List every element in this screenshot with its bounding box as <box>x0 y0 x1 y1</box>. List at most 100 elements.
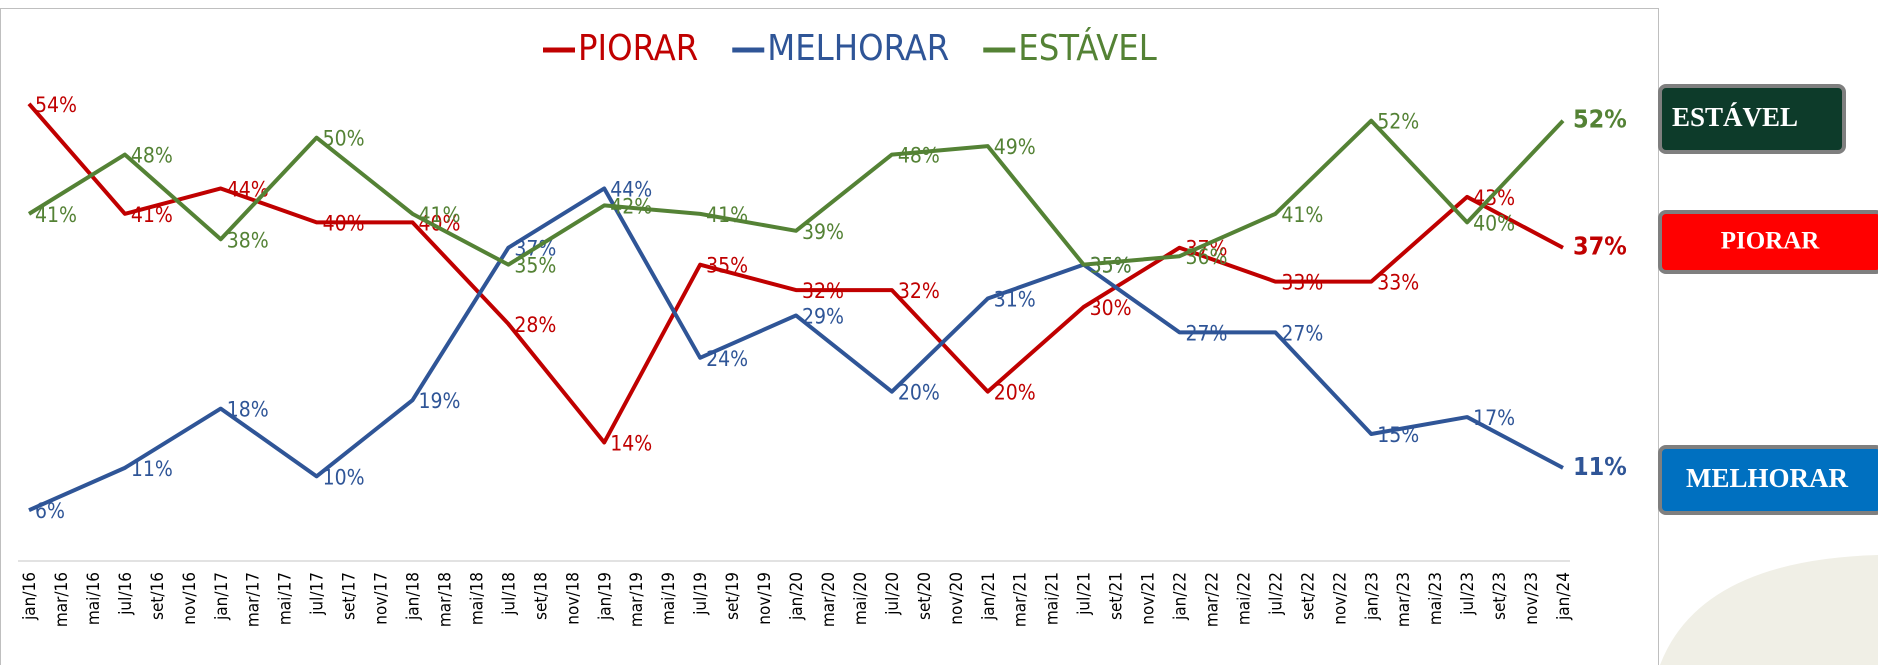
x-tick-label: nov/19 <box>755 572 775 625</box>
x-tick-label: nov/23 <box>1522 572 1542 625</box>
x-tick-label: mar/16 <box>52 572 72 627</box>
data-label: 40% <box>1473 211 1515 235</box>
data-label: 29% <box>802 304 844 328</box>
x-tick-label: set/22 <box>1298 572 1318 620</box>
x-tick-label: mar/18 <box>435 572 455 627</box>
end-label: 37% <box>1573 232 1627 261</box>
data-label: 41% <box>131 203 173 227</box>
series-line <box>28 186 1564 513</box>
data-label: 6% <box>35 499 65 523</box>
data-label: 41% <box>419 203 461 227</box>
data-label: 32% <box>898 279 940 303</box>
x-tick-label: jul/22 <box>1266 572 1286 616</box>
data-label: 14% <box>610 431 652 455</box>
x-tick-label: mai/19 <box>659 572 679 625</box>
box-label: MELHORAR <box>1686 463 1849 493</box>
x-tick-label: jul/19 <box>691 572 711 616</box>
x-tick-label: jan/23 <box>1362 572 1382 621</box>
x-tick-label: mar/20 <box>819 572 839 627</box>
x-tick-label: mai/22 <box>1234 572 1254 625</box>
x-tick-label: set/18 <box>531 572 551 620</box>
x-tick-label: jan/19 <box>595 572 615 621</box>
x-tick-label: mar/17 <box>244 572 264 627</box>
data-label: 24% <box>706 347 748 371</box>
data-label: 27% <box>1281 321 1323 345</box>
data-label: 52% <box>1377 110 1419 134</box>
side-box: MELHORAR <box>1658 445 1878 515</box>
x-tick-label: jan/20 <box>787 572 807 621</box>
data-label: 35% <box>706 254 748 278</box>
end-label: 52% <box>1573 105 1627 134</box>
x-tick-label: set/23 <box>1490 572 1510 620</box>
legend-label: ESTÁVEL <box>1018 27 1157 69</box>
side-box: ESTÁVEL <box>1658 84 1846 154</box>
box <box>1658 445 1878 515</box>
data-label: 20% <box>898 381 940 405</box>
data-label: 27% <box>1186 321 1228 345</box>
data-label: 35% <box>1090 254 1132 278</box>
series-line <box>27 118 1565 267</box>
x-tick-label: jul/17 <box>308 572 328 616</box>
data-label: 41% <box>1281 203 1323 227</box>
data-label: 41% <box>35 203 77 227</box>
end-label: 11% <box>1573 452 1627 481</box>
x-tick-label: jan/24 <box>1554 572 1574 621</box>
data-label: 19% <box>419 389 461 413</box>
x-tick-label: jul/18 <box>499 572 519 616</box>
data-label: 49% <box>994 135 1036 159</box>
data-label: 48% <box>131 144 173 168</box>
data-label: 48% <box>898 144 940 168</box>
data-label: 50% <box>323 127 365 151</box>
x-tick-label: mar/23 <box>1394 572 1414 627</box>
data-label: 11% <box>131 457 173 481</box>
x-tick-label: nov/18 <box>563 572 583 625</box>
decoration <box>1660 555 1878 665</box>
data-label: 42% <box>610 194 652 218</box>
x-tick-label: mar/19 <box>627 572 647 627</box>
box-label: ESTÁVEL <box>1672 102 1798 132</box>
data-label: 20% <box>994 381 1036 405</box>
box <box>1658 210 1878 274</box>
legend-label: PIORAR <box>578 28 698 69</box>
x-tick-label: set/16 <box>148 572 168 620</box>
x-tick-label: set/17 <box>340 572 360 620</box>
legend-label: MELHORAR <box>767 28 949 69</box>
plot-panel <box>0 8 1659 669</box>
data-label: 35% <box>514 254 556 278</box>
x-tick-label: jan/18 <box>404 572 424 621</box>
data-label: 33% <box>1377 271 1419 295</box>
x-tick-label: nov/17 <box>372 572 392 625</box>
data-label: 10% <box>323 465 365 489</box>
x-tick-label: nov/22 <box>1330 572 1350 625</box>
box-label: PIORAR <box>1721 228 1821 255</box>
data-label: 36% <box>1186 245 1228 269</box>
data-label: 38% <box>227 228 269 252</box>
x-tick-label: nov/21 <box>1139 572 1159 625</box>
x-tick-label: mar/22 <box>1202 572 1222 627</box>
x-tick-label: set/19 <box>723 572 743 620</box>
data-label: 28% <box>514 313 556 337</box>
data-label: 32% <box>802 279 844 303</box>
x-tick-label: nov/16 <box>180 572 200 625</box>
x-tick-label: set/20 <box>915 572 935 620</box>
x-tick-label: jan/16 <box>20 572 40 621</box>
x-tick-label: mai/18 <box>467 572 487 625</box>
data-label: 30% <box>1090 296 1132 320</box>
data-label: 43% <box>1473 186 1515 210</box>
x-tick-label: jul/20 <box>883 572 903 616</box>
data-label: 39% <box>802 220 844 244</box>
data-label: 35% <box>1090 254 1132 278</box>
x-tick-label: jan/21 <box>979 572 999 621</box>
data-label: 31% <box>994 288 1036 312</box>
series-line <box>27 102 1564 445</box>
data-label: 44% <box>610 177 652 201</box>
box <box>1658 84 1846 154</box>
data-label: 41% <box>706 203 748 227</box>
data-label: 15% <box>1377 423 1419 447</box>
data-label: 40% <box>323 211 365 235</box>
side-box: PIORAR <box>1658 210 1878 274</box>
data-label: 40% <box>419 211 461 235</box>
x-tick-label: jan/17 <box>212 572 232 621</box>
